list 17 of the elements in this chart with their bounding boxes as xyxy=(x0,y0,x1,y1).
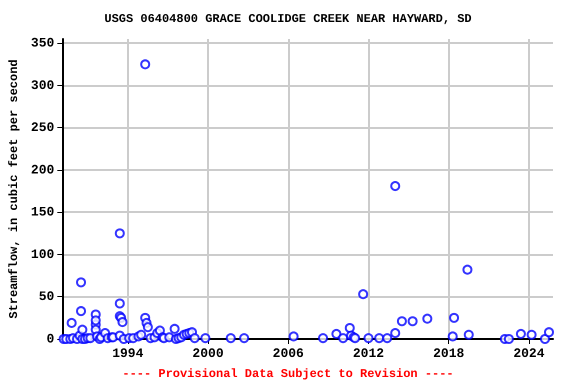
x-tick-label: 2012 xyxy=(352,346,384,361)
y-axis-title: Streamflow, in cubic feet per second xyxy=(7,59,21,319)
y-tick-label: 150 xyxy=(30,204,54,220)
x-tick-label: 1994 xyxy=(112,346,144,361)
x-tick-label: 2006 xyxy=(272,346,304,361)
y-tick-label: 0 xyxy=(46,332,54,346)
y-tick-label: 100 xyxy=(30,246,54,262)
x-tick-label: 2024 xyxy=(513,346,545,361)
y-tick-label: 350 xyxy=(30,36,54,51)
text: ---- Provisional Data Subject to Revision ---- xyxy=(122,367,454,381)
y-tick-label: 50 xyxy=(38,289,54,304)
y-tick-label: 200 xyxy=(30,162,54,178)
x-tick-label: 2000 xyxy=(192,346,224,361)
y-tick-label: 250 xyxy=(30,120,54,136)
x-tick-label: 2018 xyxy=(433,346,465,361)
y-tick-label: 300 xyxy=(30,78,54,93)
chart-title: USGS 06404800 GRACE COOLIDGE CREEK NEAR HAYWARD, SD xyxy=(104,12,472,26)
